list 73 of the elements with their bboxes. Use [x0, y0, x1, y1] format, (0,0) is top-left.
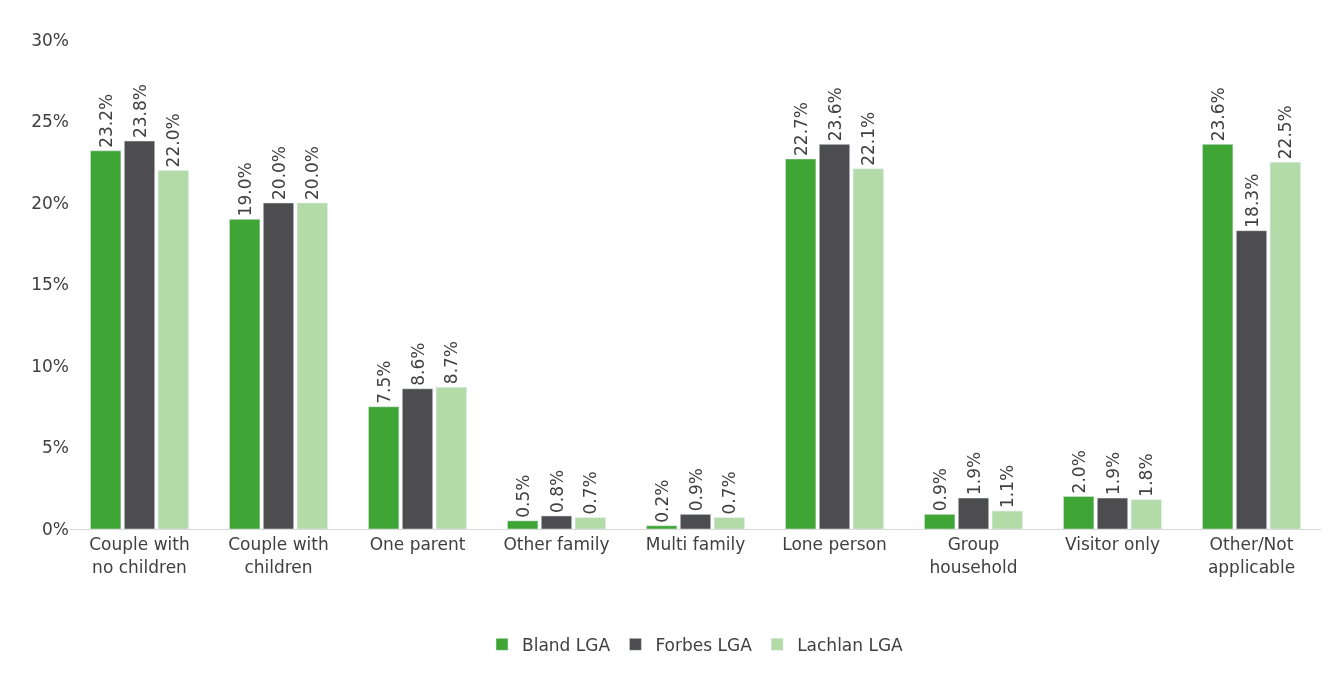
data-label: 8.6% [407, 342, 428, 386]
y-tick-label: 10% [31, 355, 69, 376]
data-label: 23.2% [95, 93, 116, 148]
data-label: 18.3% [1241, 173, 1262, 228]
bar [713, 517, 745, 529]
x-tick-label: One parent [369, 534, 466, 555]
bar [991, 510, 1023, 529]
bar [124, 140, 155, 529]
x-tick-label: Other/Not applicable [1207, 534, 1296, 577]
data-label: 23.6% [1207, 87, 1228, 142]
data-label: 8.7% [441, 340, 462, 385]
y-tick-label: 20% [31, 192, 69, 213]
x-tick-label: Multi family [645, 534, 746, 555]
data-label: 1.8% [1136, 453, 1157, 497]
data-label: 22.1% [858, 111, 879, 166]
bar [229, 219, 261, 529]
bar [435, 386, 467, 529]
data-label: 22.0% [163, 113, 184, 168]
data-label: 0.7% [719, 471, 740, 515]
bar [785, 158, 817, 529]
data-label: 0.9% [929, 468, 950, 512]
y-tick-label: 25% [31, 111, 69, 132]
bar [924, 514, 956, 529]
bar [263, 202, 294, 529]
bar [157, 170, 189, 529]
x-tick-label: Visitor only [1065, 534, 1160, 555]
bar [1097, 497, 1128, 529]
data-label: 0.2% [651, 479, 672, 523]
data-label: 20.0% [302, 145, 323, 200]
bar [507, 520, 539, 529]
data-label: 0.5% [512, 474, 533, 518]
bar [574, 517, 606, 529]
data-label: 1.9% [1102, 451, 1123, 496]
data-label: 23.6% [824, 87, 845, 142]
bar [646, 525, 678, 529]
data-label: 1.1% [997, 464, 1018, 509]
data-label: 7.5% [373, 360, 394, 404]
x-tick-label: Lone person [782, 534, 887, 555]
bar [90, 150, 122, 529]
data-label: 2.0% [1068, 450, 1089, 494]
data-label: 1.9% [963, 451, 984, 496]
x-tick-label: Group household [929, 534, 1018, 577]
bar [1063, 496, 1095, 529]
legend-label: Bland LGA [522, 634, 611, 655]
y-tick-label: 0% [42, 518, 69, 539]
bar [852, 168, 884, 529]
bar [541, 515, 572, 529]
bar [402, 388, 433, 529]
data-label: 0.8% [546, 469, 567, 513]
x-tick-label: Other family [503, 534, 610, 555]
bar [1236, 230, 1267, 529]
y-tick-label: 5% [42, 437, 69, 458]
legend-label: Lachlan LGA [797, 634, 904, 655]
legend-label: Forbes LGA [655, 634, 753, 655]
y-tick-label: 30% [31, 29, 69, 50]
data-label: 0.9% [685, 468, 706, 512]
data-label: 22.7% [790, 101, 811, 156]
bar [1269, 162, 1301, 529]
bar [819, 144, 850, 529]
data-label: 19.0% [234, 162, 255, 217]
data-label: 0.7% [580, 471, 601, 515]
bar [368, 406, 400, 529]
bar [296, 202, 328, 529]
bar [958, 497, 989, 529]
y-tick-label: 15% [31, 274, 69, 295]
bar [1202, 144, 1234, 529]
x-tick-label: Couple with children [228, 534, 329, 577]
data-label: 22.5% [1275, 105, 1296, 160]
data-label: 20.0% [268, 145, 289, 200]
data-label: 23.8% [129, 84, 150, 139]
bar [1130, 499, 1162, 529]
x-tick-label: Couple with no children [89, 534, 190, 577]
bar [680, 514, 711, 529]
